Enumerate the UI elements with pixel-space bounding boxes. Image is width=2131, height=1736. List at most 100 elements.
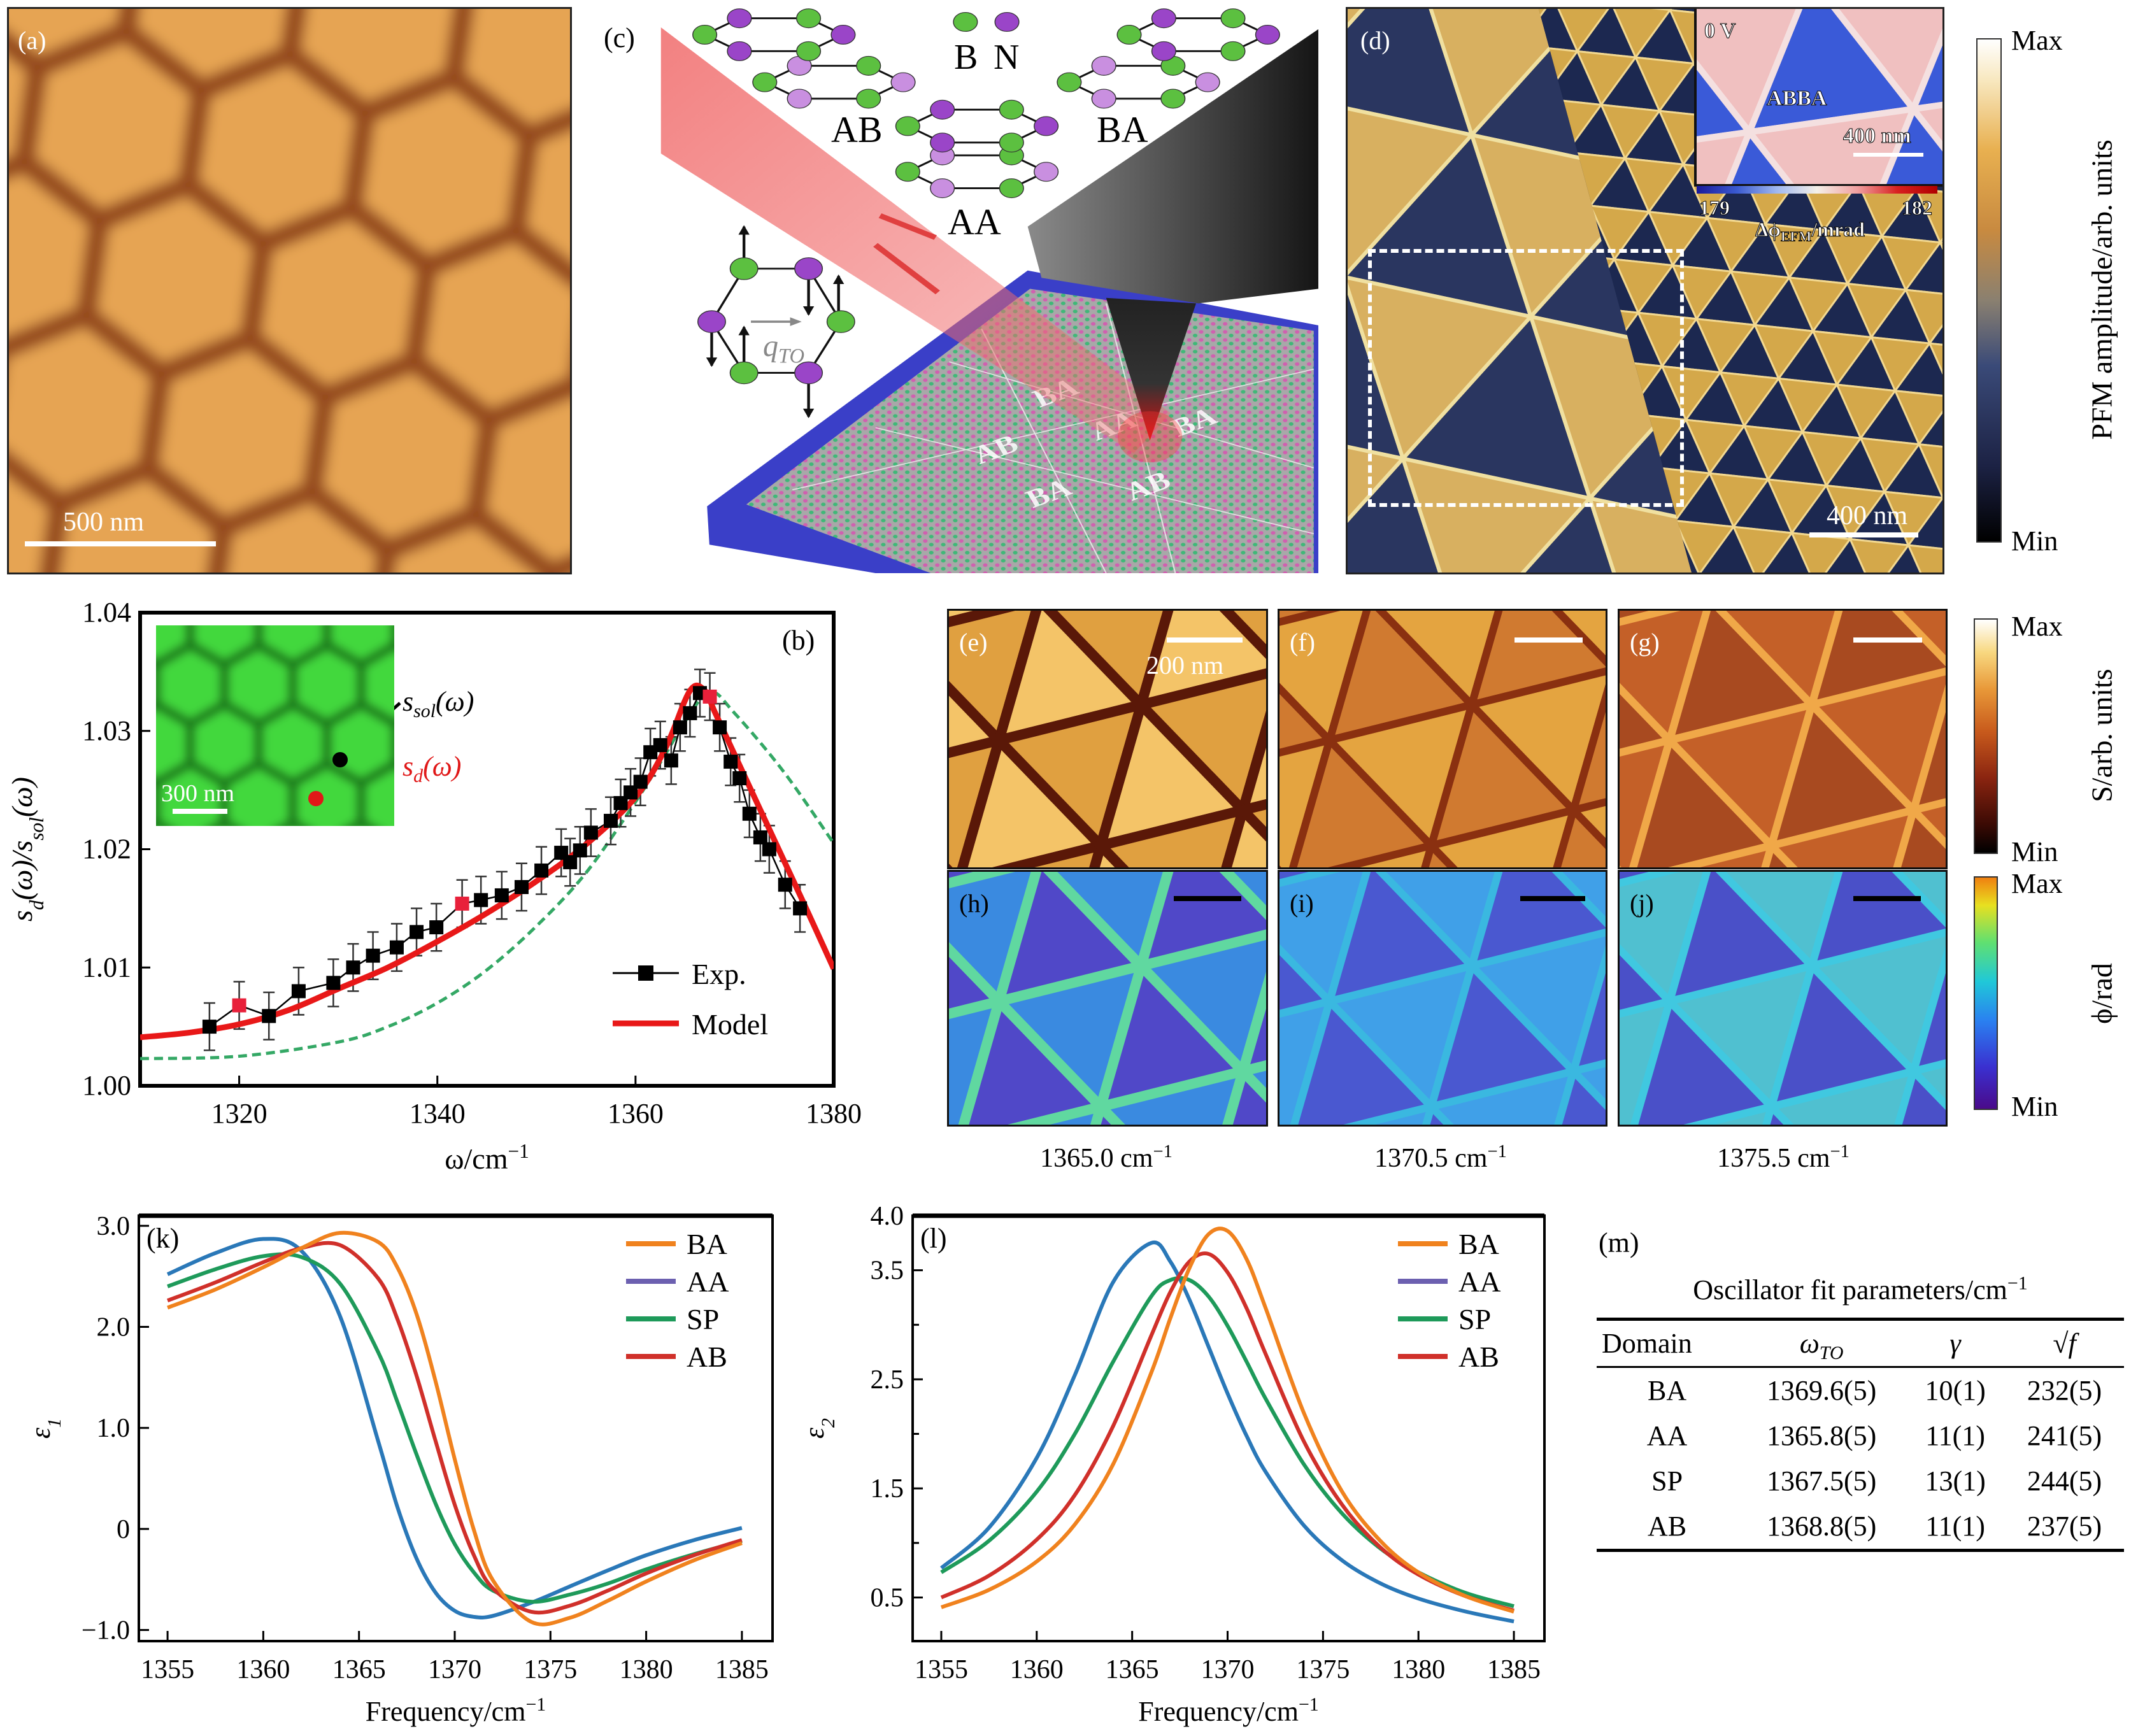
incident-arrow [878, 213, 937, 240]
nearfield-map-image [949, 872, 1266, 1125]
data-point [573, 843, 587, 858]
hexagon-domain [219, 757, 298, 826]
y-tick-label: 4.0 [871, 1202, 904, 1231]
panel-e-label: (e) [959, 628, 988, 657]
highlighted-data-point [702, 689, 717, 704]
data-point [603, 813, 618, 828]
boron-atom [895, 116, 920, 136]
hexagon-domain [362, 502, 563, 573]
aa-lower-layer [895, 145, 1059, 199]
boron-atom [796, 8, 822, 29]
x-tick-label: 1380 [620, 1655, 673, 1684]
panel-i-phase-map: (i) [1278, 870, 1607, 1127]
x-tick-label: 1375 [1296, 1655, 1350, 1684]
boron-atom [796, 41, 822, 61]
panel-h-scale-bar [1174, 896, 1241, 901]
cell: SP [1651, 1465, 1683, 1497]
afm-cantilever [1027, 29, 1318, 304]
x-axis-label: Frequency/cm−1 [366, 1694, 546, 1728]
moire-domain [1867, 802, 1946, 867]
data-point [514, 879, 529, 894]
panel-c-schematic: BAAABAABBAAB [660, 8, 1318, 573]
data-point [474, 893, 488, 907]
nitrogen-atom [787, 89, 812, 109]
panel-f-amplitude-map: (f) [1278, 609, 1607, 869]
moire-domain [1504, 872, 1606, 938]
pfm-colorbar [1976, 38, 2002, 543]
stacking-label-ab: AB [831, 109, 883, 150]
panel-h-phase-map: (h) [947, 870, 1268, 1127]
cell: 1369.6(5) [1766, 1375, 1877, 1406]
x-tick-label: 1340 [410, 1098, 466, 1129]
moire-domain-lattice [949, 611, 1266, 867]
arrowhead [832, 274, 845, 284]
panel-d-pfm-image: (d) 400 nm 0 V ABBA 400 nm 179 182 ΔϕEFM… [1346, 7, 1944, 574]
data-point [326, 976, 341, 990]
cell: 241(5) [2027, 1420, 2102, 1451]
moire-domain [1171, 611, 1266, 679]
panel-d-label: (d) [1360, 26, 1390, 55]
hexagon-domain [208, 816, 241, 826]
data-point [624, 785, 638, 800]
legend-label-ba: BA [1458, 1228, 1499, 1260]
nitrogen-atom [794, 361, 823, 385]
pfm-colorbar-min: Min [2011, 525, 2058, 557]
moire-domain [1904, 288, 1942, 346]
cell: 10(1) [1925, 1375, 1986, 1406]
data-point [713, 720, 727, 735]
x-tick-label: 1375 [524, 1655, 577, 1684]
legend-model-label: Model [692, 1008, 768, 1041]
inset-b-scale-bar [173, 809, 227, 814]
header-sqrt-f: √f [2053, 1328, 2076, 1359]
x-tick-label: 1385 [1487, 1655, 1541, 1684]
phase-colorbar-max: Max [2011, 868, 2063, 899]
x-tick-label: 1365 [1106, 1655, 1159, 1684]
boron-atom [752, 72, 778, 92]
x-tick-label: 1370 [428, 1655, 481, 1684]
phase-colorbar-min: Min [2011, 1091, 2058, 1122]
efm-inset-colorbar [1697, 186, 1937, 194]
panel-a-scale-bar-label: 500 nm [63, 508, 145, 537]
phonon-mode-label: qTO [763, 329, 805, 368]
phase-colorbar-label: ϕ/rad [2085, 963, 2118, 1024]
x-tick-label: 1360 [1010, 1655, 1064, 1684]
data-point [262, 1009, 276, 1023]
highlighted-data-point [455, 896, 469, 911]
panel-e-amplitude-map: (e) 200 nm [947, 609, 1268, 869]
data-point [202, 1020, 217, 1034]
legend-exp-label: Exp. [692, 958, 746, 990]
panel-e-scale-bar-label: 200 nm [1146, 651, 1224, 679]
moire-domain [1567, 662, 1606, 816]
legend-exp-marker [638, 965, 653, 981]
table-title: Oscillator fit parameters/cm−1 [1693, 1272, 2028, 1306]
cell: 237(5) [2027, 1511, 2102, 1542]
panel-g-scale-bar [1853, 637, 1922, 643]
moire-domain [1867, 1064, 1946, 1125]
fit-parameter-table: Domain ωTO γ √f BA 1369.6(5) 10(1) 232(5) A… [1597, 1318, 2124, 1552]
y-tick-label: 0 [117, 1515, 130, 1544]
panel-label: (l) [920, 1223, 947, 1254]
arrowhead [802, 408, 815, 418]
x-tick-label: 1380 [1392, 1655, 1445, 1684]
boron-atom [999, 178, 1024, 199]
moire-domain [1195, 1061, 1266, 1125]
nitrogen-atom [830, 25, 856, 45]
cell: AA [1646, 1420, 1688, 1451]
frequency-label-3: 1375.5 cm−1 [1717, 1142, 1849, 1173]
legend-label-ab: AB [1458, 1341, 1499, 1373]
y-tick-label: 3.0 [97, 1212, 131, 1241]
legend-label-sp: SP [1458, 1303, 1491, 1335]
moire-domain [1458, 494, 1652, 573]
cell: 13(1) [1925, 1465, 1986, 1497]
nitrogen-atom [727, 41, 752, 61]
data-point [653, 738, 667, 753]
x-tick-label: 1360 [236, 1655, 290, 1684]
legend-label-sp: SP [687, 1303, 719, 1335]
nitrogen-atom [1034, 116, 1059, 136]
panel-a-scale-bar [25, 541, 216, 546]
atom-legend-nitrogen: N [994, 38, 1020, 77]
nitrogen-atom [930, 99, 955, 120]
header-gamma: γ [1949, 1328, 1961, 1359]
x-axis-label: ω/cm−1 [445, 1140, 529, 1176]
ab-upper-layer [692, 8, 856, 61]
